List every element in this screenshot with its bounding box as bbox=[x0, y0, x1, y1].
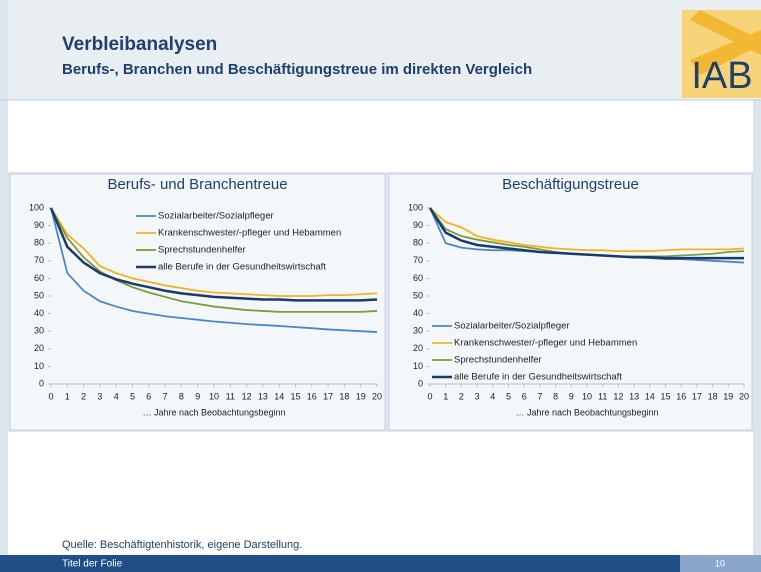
legend-label: Krankenschwester/-pfleger und Hebammen bbox=[158, 228, 341, 239]
x-tick-label: 7 bbox=[537, 391, 542, 401]
chart-panel bbox=[9, 173, 386, 431]
y-tick-label: 80 bbox=[413, 238, 423, 248]
legend-label: Sozialarbeiter/Sozialpfleger bbox=[454, 321, 570, 332]
y-tick-label: 40 bbox=[34, 308, 44, 318]
x-tick-label: 2 bbox=[81, 391, 86, 401]
chart-title: Beschäftigungstreue bbox=[502, 176, 639, 193]
y-tick-label: 30 bbox=[413, 326, 423, 336]
x-tick-label: 6 bbox=[146, 391, 151, 401]
y-tick-label: 90 bbox=[34, 220, 44, 230]
x-tick-label: 12 bbox=[613, 391, 623, 401]
x-tick-label: 20 bbox=[372, 391, 382, 401]
y-tick-label: 10 bbox=[34, 361, 44, 371]
x-tick-label: 8 bbox=[179, 391, 184, 401]
y-tick-label: 50 bbox=[34, 290, 44, 300]
footer-text: Titel der Folie bbox=[62, 559, 123, 570]
x-tick-label: 12 bbox=[242, 391, 252, 401]
y-tick-label: 0 bbox=[418, 378, 423, 388]
y-tick-label: 100 bbox=[408, 202, 423, 212]
x-tick-label: 15 bbox=[660, 391, 670, 401]
y-tick-label: 60 bbox=[413, 273, 423, 283]
x-tick-label: 13 bbox=[258, 391, 268, 401]
x-tick-label: 2 bbox=[459, 391, 464, 401]
right-frame bbox=[753, 100, 761, 555]
x-tick-label: 10 bbox=[209, 391, 219, 401]
y-tick-label: 100 bbox=[29, 202, 44, 212]
x-tick-label: 10 bbox=[582, 391, 592, 401]
x-tick-label: 20 bbox=[739, 391, 749, 401]
y-tick-label: 80 bbox=[34, 238, 44, 248]
logo: IAB bbox=[682, 10, 761, 98]
x-tick-label: 16 bbox=[307, 391, 317, 401]
legend-label: Sprechstundenhelfer bbox=[158, 245, 246, 256]
series-line bbox=[50, 207, 378, 297]
x-tick-label: 17 bbox=[692, 391, 702, 401]
x-tick-label: 1 bbox=[65, 391, 70, 401]
y-tick-label: 70 bbox=[413, 255, 423, 265]
x-tick-label: 3 bbox=[475, 391, 480, 401]
legend-label: Sprechstundenhelfer bbox=[454, 355, 542, 366]
title: Verbleibanalysen bbox=[62, 34, 217, 55]
series-line bbox=[50, 207, 378, 333]
y-tick-label: 90 bbox=[413, 220, 423, 230]
x-tick-label: 1 bbox=[443, 391, 448, 401]
x-tick-label: 11 bbox=[598, 391, 607, 401]
y-tick-label: 40 bbox=[413, 308, 423, 318]
x-tick-label: 0 bbox=[48, 391, 53, 401]
footer-bar bbox=[0, 555, 761, 572]
x-tick-label: 9 bbox=[569, 391, 574, 401]
x-tick-label: 4 bbox=[490, 391, 495, 401]
series-line bbox=[429, 207, 745, 253]
x-tick-label: 18 bbox=[708, 391, 718, 401]
x-tick-label: 11 bbox=[226, 391, 235, 401]
x-tick-label: 6 bbox=[522, 391, 527, 401]
y-tick-label: 70 bbox=[34, 255, 44, 265]
x-tick-label: 8 bbox=[553, 391, 558, 401]
x-tick-label: 5 bbox=[130, 391, 135, 401]
legend-label: Krankenschwester/-pfleger und Hebammen bbox=[454, 338, 637, 349]
y-tick-label: 20 bbox=[34, 343, 44, 353]
source: Quelle: Beschäftigtenhistorik, eigene Da… bbox=[62, 539, 302, 551]
y-tick-label: 0 bbox=[39, 378, 44, 388]
x-tick-label: 19 bbox=[723, 391, 733, 401]
x-tick-label: 4 bbox=[114, 391, 119, 401]
legend-label: Sozialarbeiter/Sozialpfleger bbox=[158, 211, 274, 222]
x-tick-label: 15 bbox=[290, 391, 300, 401]
logo-stripe bbox=[690, 30, 761, 75]
x-tick-label: 3 bbox=[97, 391, 102, 401]
subtitle: Berufs-, Branchen und Beschäftigungstreu… bbox=[62, 61, 532, 78]
y-tick-label: 50 bbox=[413, 290, 423, 300]
x-axis-label: … Jahre nach Beobachtungsbeginn bbox=[142, 407, 285, 417]
x-tick-label: 0 bbox=[427, 391, 432, 401]
left-frame bbox=[0, 0, 8, 555]
x-tick-label: 9 bbox=[195, 391, 200, 401]
x-tick-label: 7 bbox=[163, 391, 168, 401]
page-number: 10 bbox=[715, 558, 725, 568]
x-tick-label: 5 bbox=[506, 391, 511, 401]
y-tick-label: 10 bbox=[413, 361, 423, 371]
logo-text: IAB bbox=[691, 55, 752, 97]
legend-label: alle Berufe in der Gesundheitswirtschaft bbox=[454, 372, 622, 383]
chart-title: Berufs- und Branchentreue bbox=[107, 176, 287, 193]
header-bg bbox=[0, 0, 761, 100]
x-tick-label: 16 bbox=[676, 391, 686, 401]
series-line bbox=[49, 207, 378, 302]
legend-label: alle Berufe in der Gesundheitswirtschaft bbox=[158, 262, 326, 273]
x-tick-label: 17 bbox=[323, 391, 333, 401]
chart-panel bbox=[388, 173, 753, 431]
x-tick-label: 14 bbox=[274, 391, 284, 401]
series-line bbox=[428, 207, 744, 260]
footer-page-bg bbox=[680, 555, 761, 572]
y-tick-label: 30 bbox=[34, 326, 44, 336]
x-axis-label: … Jahre nach Beobachtungsbeginn bbox=[515, 407, 658, 417]
x-tick-label: 19 bbox=[356, 391, 366, 401]
y-tick-label: 20 bbox=[413, 343, 423, 353]
x-tick-label: 18 bbox=[339, 391, 349, 401]
x-tick-label: 13 bbox=[629, 391, 639, 401]
x-tick-label: 14 bbox=[645, 391, 655, 401]
y-tick-label: 60 bbox=[34, 273, 44, 283]
